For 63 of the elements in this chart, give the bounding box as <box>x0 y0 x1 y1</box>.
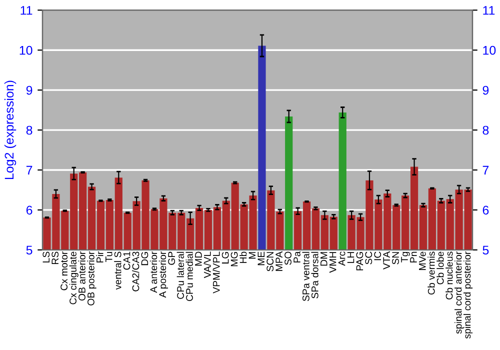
x-tick-label: ME <box>258 252 264 266</box>
x-tick-label: OB anterior <box>78 251 86 301</box>
x-tick-label: Cb lobe <box>436 252 444 284</box>
x-tick-label: MVe <box>419 252 426 270</box>
x-tick-label: CA2/CA3 <box>132 252 140 292</box>
x-tick-label: SPa ventral <box>302 252 310 302</box>
x-tick-label: Tg <box>401 252 410 262</box>
x-tick-label: CPu lateral <box>176 252 184 299</box>
x-tick-label: Cb nucleus <box>446 252 453 300</box>
x-tick-label: VPM/VPL <box>212 252 220 294</box>
x-tick-label: Tu <box>106 252 112 262</box>
y2-tick-label: 6 <box>482 206 489 215</box>
x-tick-label: VA/VL <box>204 252 211 278</box>
x-tick-label: VTA <box>383 251 390 270</box>
x-tick-label: A anterior <box>150 251 158 293</box>
x-tick-label: SPa dorsal <box>311 252 318 298</box>
x-tick-label: spinal cord posterior <box>463 251 473 339</box>
x-tick-label: DG <box>141 252 148 266</box>
y-tick-label: 11 <box>20 6 32 15</box>
x-tick-label: A posterior <box>158 251 168 298</box>
x-tick-label: SC <box>365 252 372 264</box>
x-tick-label: M <box>248 252 256 259</box>
x-tick-label: OB posterior <box>87 251 96 306</box>
x-tick-label: Cx cingulate <box>69 252 78 304</box>
x-tick-label: PAG <box>356 252 364 270</box>
x-tick-label: SN <box>392 252 399 264</box>
x-tick-label: SO <box>284 252 292 265</box>
y2-tick-label: 5 <box>482 246 489 255</box>
y2-tick-label: 10 <box>483 46 496 55</box>
x-tick-label: CA1 <box>123 252 130 270</box>
x-tick-label: GP <box>168 252 176 265</box>
y2-tick-label: 11 <box>483 6 495 15</box>
y-tick-label: 8 <box>26 126 32 135</box>
x-tick-label: LG <box>222 252 229 264</box>
x-tick-label: SCN <box>266 252 274 272</box>
x-tick-label: Cx motor <box>60 251 68 290</box>
y2-tick-label: 9 <box>482 86 489 95</box>
y-axis-title: Log2 (expression) <box>4 80 16 180</box>
y-tick-label: 9 <box>26 86 32 95</box>
x-tick-label: RS <box>52 252 59 264</box>
x-tick-label: MPA <box>276 251 282 271</box>
x-tick-label: LS <box>42 252 50 262</box>
x-tick-label: spinal cord anterior <box>454 251 464 334</box>
y2-tick-label: 8 <box>482 126 489 135</box>
x-tick-label: MD <box>195 252 202 266</box>
x-tick-label: DM <box>320 252 328 266</box>
y-tick-label: 6 <box>26 206 32 215</box>
x-tick-label: IC <box>374 252 382 260</box>
x-tick-label: Arc <box>338 252 346 266</box>
x-tick-label: Hb <box>240 252 247 263</box>
y-tick-label: 7 <box>26 166 32 175</box>
x-tick-label: MG <box>230 252 238 266</box>
x-tick-label: LH <box>347 252 354 263</box>
x-tick-label: VMH <box>329 252 336 273</box>
y2-tick-label: 7 <box>482 166 489 175</box>
x-tick-label: CPu medial <box>186 252 193 302</box>
y-tick-label: 10 <box>20 46 32 55</box>
y-tick-label: 5 <box>26 246 32 255</box>
x-tick-label: Pn <box>410 252 417 262</box>
x-tick-label: Cb vermis <box>428 252 435 295</box>
x-tick-label: Pir <box>96 251 104 262</box>
x-tick-label: ventral S <box>114 252 122 290</box>
x-tick-label: Pa <box>294 251 300 262</box>
